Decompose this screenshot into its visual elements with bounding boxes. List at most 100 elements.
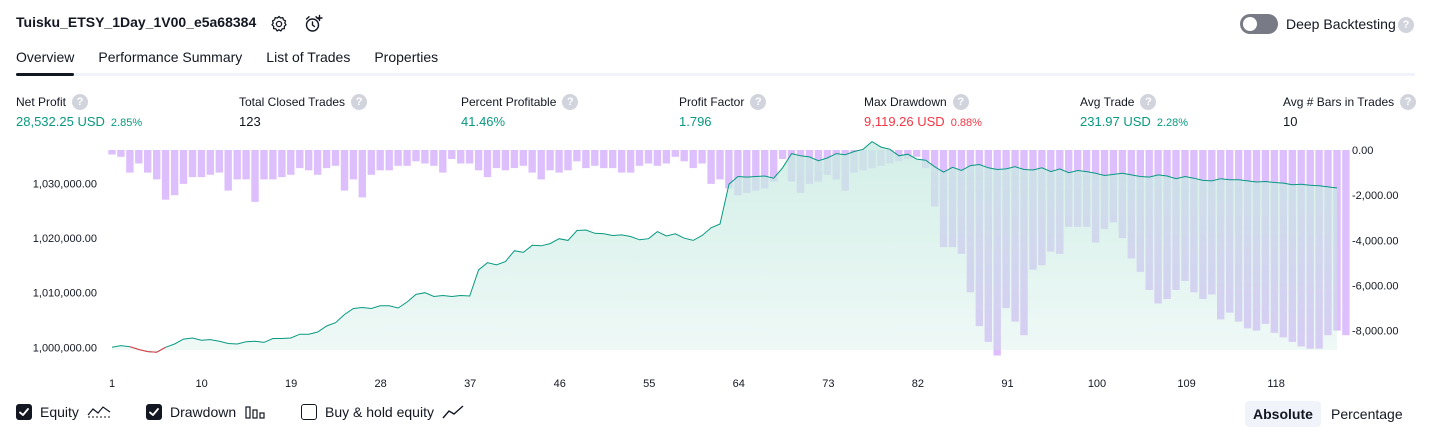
drawdown-bar bbox=[1342, 150, 1350, 336]
metric-percent: 2.28% bbox=[1156, 117, 1189, 129]
drawdown-bar bbox=[922, 150, 930, 169]
line-chart-icon bbox=[442, 405, 464, 419]
deep-backtesting-toggle[interactable] bbox=[1240, 14, 1278, 34]
metric-value: 41.46% bbox=[461, 114, 506, 129]
x-tick-label: 1 bbox=[109, 378, 115, 390]
y-right-tick-label: -2,000.00 bbox=[1352, 190, 1398, 202]
tab-properties[interactable]: Properties bbox=[374, 49, 439, 65]
drawdown-bar bbox=[322, 150, 331, 169]
x-tick-label: 55 bbox=[643, 378, 655, 390]
metric-net-profit: Net Profit? 28,532.25 USD 2.85% bbox=[16, 94, 142, 129]
drawdown-bar bbox=[278, 150, 286, 178]
drawdown-bar bbox=[770, 150, 778, 182]
equity-area-icon bbox=[87, 406, 111, 418]
drawdown-bar bbox=[707, 150, 715, 184]
y-right-tick-label: -4,000.00 bbox=[1352, 235, 1398, 247]
settings-gear-icon[interactable] bbox=[268, 13, 290, 35]
drawdown-bar bbox=[170, 150, 179, 196]
x-tick-label: 91 bbox=[1001, 378, 1013, 390]
drawdown-bar bbox=[662, 150, 671, 164]
info-icon[interactable]: ? bbox=[562, 94, 579, 110]
info-icon[interactable]: ? bbox=[750, 94, 767, 110]
drawdown-bar bbox=[215, 150, 223, 173]
equity-label: Equity bbox=[40, 404, 79, 420]
drawdown-bar bbox=[126, 150, 134, 173]
equity-drawdown-chart[interactable]: 1,000,000.00 1,010,000.00 1,020,000.00 1,03… bbox=[0, 138, 1431, 392]
drawdown-bar bbox=[340, 150, 349, 191]
drawdown-bar bbox=[537, 150, 545, 180]
legend-equity[interactable]: Equity bbox=[16, 404, 111, 420]
drawdown-bar bbox=[600, 150, 608, 169]
legend-drawdown[interactable]: Drawdown bbox=[146, 404, 266, 420]
drawdown-bar bbox=[430, 150, 438, 166]
metric-percent: 2.85% bbox=[110, 117, 143, 129]
y-right-tick-label: -6,000.00 bbox=[1352, 281, 1398, 293]
drawdown-bar bbox=[224, 150, 232, 191]
info-icon[interactable]: ? bbox=[1400, 94, 1417, 110]
question-icon[interactable]: ? bbox=[1398, 17, 1414, 33]
drawdown-bar bbox=[680, 150, 688, 162]
percentage-button[interactable]: Percentage bbox=[1331, 406, 1403, 422]
legend-buy-hold[interactable]: Buy & hold equity bbox=[301, 404, 464, 420]
drawdown-bar bbox=[644, 150, 653, 164]
drawdown-bar bbox=[528, 150, 536, 173]
toggle-knob bbox=[1243, 17, 1257, 31]
metric-label: Avg Trade bbox=[1080, 95, 1135, 109]
info-icon[interactable]: ? bbox=[351, 94, 368, 110]
tab-overview[interactable]: Overview bbox=[16, 44, 75, 76]
drawdown-bar bbox=[117, 150, 125, 157]
drawdown-bar bbox=[618, 150, 626, 173]
y-left-tick-label: 1,030,000.00 bbox=[33, 179, 97, 191]
absolute-button[interactable]: Absolute bbox=[1245, 401, 1321, 427]
metric-percent-profitable: Percent Profitable? 41.46% bbox=[461, 94, 579, 129]
bar-chart-icon bbox=[245, 406, 265, 419]
metric-label: Total Closed Trades bbox=[239, 95, 346, 109]
drawdown-bar bbox=[153, 150, 161, 180]
info-icon[interactable]: ? bbox=[1140, 94, 1157, 110]
drawdown-bar bbox=[778, 150, 787, 159]
equity-negative-segment bbox=[129, 346, 166, 353]
drawdown-bar bbox=[296, 150, 304, 169]
tab-list-of-trades[interactable]: List of Trades bbox=[266, 49, 351, 65]
drawdown-bar bbox=[743, 150, 751, 193]
drawdown-checkbox[interactable] bbox=[146, 404, 162, 420]
drawdown-bar bbox=[465, 150, 474, 164]
drawdown-bar bbox=[635, 150, 644, 166]
x-tick-label: 82 bbox=[912, 378, 924, 390]
drawdown-bar bbox=[394, 150, 402, 166]
equity-checkbox[interactable] bbox=[16, 404, 32, 420]
metric-value: 28,532.25 USD bbox=[16, 114, 105, 129]
drawdown-bar bbox=[734, 150, 742, 196]
drawdown-bar bbox=[233, 150, 241, 180]
check-icon bbox=[19, 408, 29, 416]
drawdown-bar bbox=[609, 150, 617, 169]
drawdown-bar bbox=[546, 150, 554, 171]
x-tick-label: 10 bbox=[195, 378, 207, 390]
metric-label: Net Profit bbox=[16, 95, 67, 109]
drawdown-bar bbox=[448, 150, 456, 159]
strategy-title: Tuisku_ETSY_1Day_1V00_e5a68384 bbox=[16, 14, 257, 30]
metric-label: Percent Profitable bbox=[461, 95, 557, 109]
check-icon bbox=[149, 408, 159, 416]
drawdown-bar bbox=[626, 150, 635, 173]
y-right-tick-label: 0.00 bbox=[1352, 145, 1373, 157]
buy-hold-checkbox[interactable] bbox=[301, 404, 317, 420]
drawdown-bar bbox=[188, 150, 197, 178]
drawdown-bar bbox=[555, 150, 563, 173]
add-alert-button[interactable] bbox=[302, 13, 324, 35]
metric-total-closed-trades: Total Closed Trades? 123 bbox=[239, 94, 368, 129]
info-icon[interactable]: ? bbox=[72, 94, 89, 110]
x-tick-label: 73 bbox=[822, 378, 834, 390]
tab-performance-summary[interactable]: Performance Summary bbox=[98, 49, 243, 65]
drawdown-bar bbox=[474, 150, 483, 171]
drawdown-bar bbox=[421, 150, 429, 164]
info-icon[interactable]: ? bbox=[952, 94, 969, 110]
alarm-clock-plus-icon bbox=[305, 14, 323, 32]
metric-max-drawdown: Max Drawdown? 9,119.26 USD 0.88% bbox=[864, 94, 982, 129]
drawdown-bar bbox=[305, 150, 313, 171]
drawdown-bar bbox=[573, 150, 581, 162]
metric-value: 9,119.26 USD bbox=[864, 114, 945, 129]
drawdown-bar bbox=[251, 150, 259, 202]
drawdown-bar bbox=[457, 150, 465, 164]
metric-value: 231.97 USD bbox=[1080, 114, 1151, 129]
